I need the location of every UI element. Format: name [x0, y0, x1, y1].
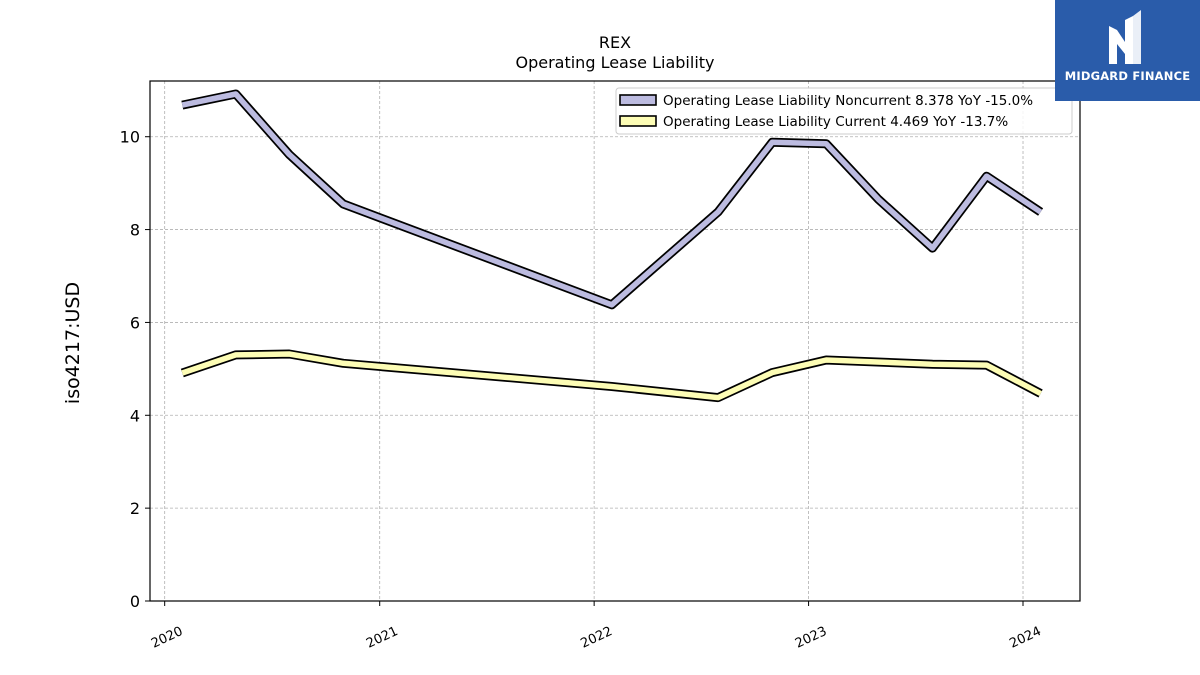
grid-lines [150, 81, 1080, 601]
series-line [181, 351, 1042, 401]
series-line [181, 91, 1043, 308]
x-axis-ticks: 2020 2021 2022 2023 2024 [149, 601, 1044, 652]
legend: Operating Lease Liability Noncurrent 8.3… [615, 87, 1073, 135]
midgard-finance-logo: MIDGARD FINANCE [1055, 0, 1200, 101]
plot-frame [149, 80, 1081, 602]
x-tick-label: 2021 [364, 624, 400, 652]
legend-label-current: Operating Lease Liability Current 4.469 … [663, 114, 1008, 130]
y-tick-label: 8 [130, 221, 140, 240]
legend-swatch-current [619, 115, 657, 127]
y-tick-label: 2 [130, 499, 140, 518]
chart-subtitle: Operating Lease Liability [515, 53, 714, 72]
x-tick-label: 2023 [793, 624, 829, 652]
legend-swatch-noncurrent [619, 94, 657, 106]
y-tick-label: 4 [130, 406, 140, 425]
logo-text: MIDGARD FINANCE [1064, 69, 1191, 83]
x-tick-label: 2020 [149, 624, 185, 652]
y-tick-label: 10 [120, 128, 140, 147]
y-tick-label: 6 [130, 313, 140, 332]
x-tick-label: 2024 [1007, 624, 1043, 652]
legend-box [615, 87, 1073, 135]
y-axis-label: iso4217:USD [62, 282, 84, 404]
y-axis-ticks: 0 2 4 6 8 10 [120, 128, 150, 611]
series-layer [180, 89, 1044, 403]
legend-label-noncurrent: Operating Lease Liability Noncurrent 8.3… [663, 93, 1033, 109]
chart-title: REX [599, 33, 631, 52]
midgard-logo-icon [1109, 10, 1141, 64]
y-tick-label: 0 [130, 592, 140, 611]
x-tick-label: 2022 [578, 624, 614, 652]
